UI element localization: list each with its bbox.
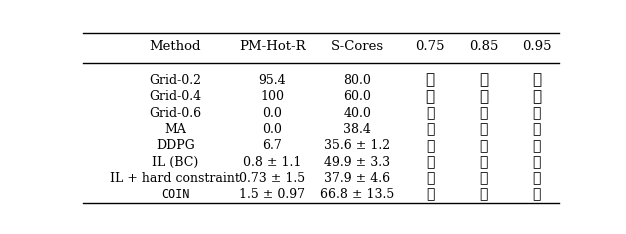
Text: 49.9 ± 3.3: 49.9 ± 3.3 xyxy=(324,156,390,168)
Text: ✓: ✓ xyxy=(479,171,488,185)
Text: 0.75: 0.75 xyxy=(415,40,444,54)
Text: ✓: ✓ xyxy=(426,106,434,120)
Text: S-Cores: S-Cores xyxy=(331,40,384,54)
Text: 0.8 ± 1.1: 0.8 ± 1.1 xyxy=(243,156,302,168)
Text: ✓: ✓ xyxy=(533,155,541,169)
Text: ✓: ✓ xyxy=(533,171,541,185)
Text: 0.85: 0.85 xyxy=(469,40,498,54)
Text: ✓: ✓ xyxy=(533,122,541,136)
Text: ✓: ✓ xyxy=(426,188,434,202)
Text: DDPG: DDPG xyxy=(156,139,195,152)
Text: ✓: ✓ xyxy=(479,139,488,153)
Text: ✗: ✗ xyxy=(479,90,488,104)
Text: ✓: ✓ xyxy=(426,155,434,169)
Text: ✗: ✗ xyxy=(532,90,541,104)
Text: Grid-0.4: Grid-0.4 xyxy=(149,90,202,103)
Text: 35.6 ± 1.2: 35.6 ± 1.2 xyxy=(324,139,390,152)
Text: ✓: ✓ xyxy=(426,171,434,185)
Text: ✓: ✓ xyxy=(426,122,434,136)
Text: 0.95: 0.95 xyxy=(522,40,552,54)
Text: Grid-0.6: Grid-0.6 xyxy=(149,106,202,120)
Text: 0.0: 0.0 xyxy=(262,106,282,120)
Text: ✗: ✗ xyxy=(426,90,434,104)
Text: IL (BC): IL (BC) xyxy=(152,156,198,168)
Text: ✓: ✓ xyxy=(479,106,488,120)
Text: 0.73 ± 1.5: 0.73 ± 1.5 xyxy=(239,172,305,185)
Text: 66.8 ± 13.5: 66.8 ± 13.5 xyxy=(320,188,394,201)
Text: 95.4: 95.4 xyxy=(259,74,286,87)
Text: MA: MA xyxy=(165,123,186,136)
Text: ✗: ✗ xyxy=(532,73,541,87)
Text: 80.0: 80.0 xyxy=(343,74,371,87)
Text: 0.0: 0.0 xyxy=(262,123,282,136)
Text: ✗: ✗ xyxy=(426,73,434,87)
Text: ✓: ✓ xyxy=(479,188,488,202)
Text: 100: 100 xyxy=(260,90,284,103)
Text: Grid-0.2: Grid-0.2 xyxy=(149,74,202,87)
Text: ✓: ✓ xyxy=(479,122,488,136)
Text: 40.0: 40.0 xyxy=(343,106,371,120)
Text: IL + hard constraint: IL + hard constraint xyxy=(110,172,240,185)
Text: Method: Method xyxy=(150,40,201,54)
Text: 6.7: 6.7 xyxy=(262,139,282,152)
Text: 38.4: 38.4 xyxy=(343,123,371,136)
Text: 1.5 ± 0.97: 1.5 ± 0.97 xyxy=(239,188,305,201)
Text: ✓: ✓ xyxy=(479,155,488,169)
Text: 60.0: 60.0 xyxy=(343,90,371,103)
Text: ✗: ✗ xyxy=(479,73,488,87)
Text: ✓: ✓ xyxy=(533,188,541,202)
Text: 37.9 ± 4.6: 37.9 ± 4.6 xyxy=(324,172,390,185)
Text: ✓: ✓ xyxy=(426,139,434,153)
Text: COIN: COIN xyxy=(161,188,190,201)
Text: ✓: ✓ xyxy=(533,139,541,153)
Text: PM-Hot-R: PM-Hot-R xyxy=(239,40,305,54)
Text: ✓: ✓ xyxy=(533,106,541,120)
